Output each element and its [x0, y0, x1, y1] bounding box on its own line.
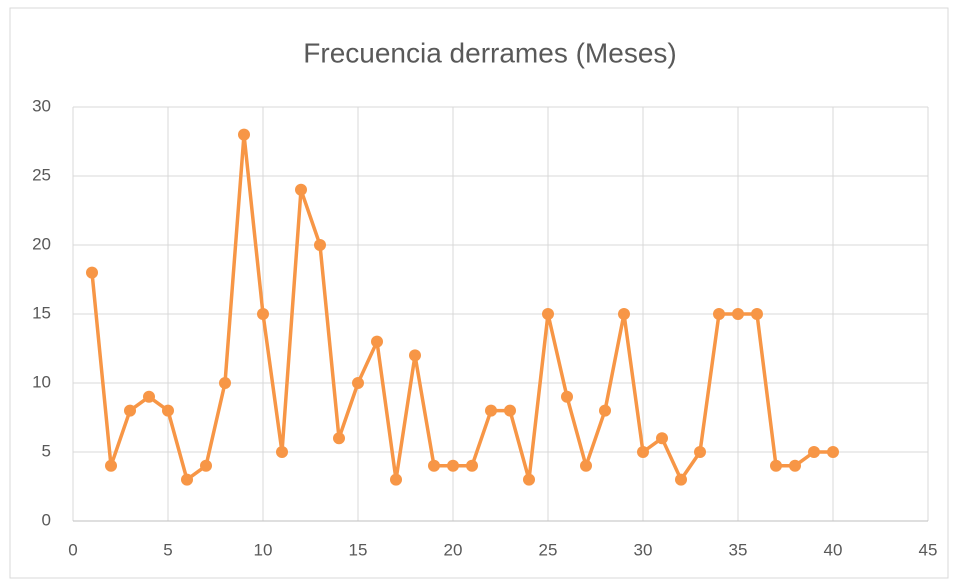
- data-point: [409, 349, 421, 362]
- data-point: [219, 377, 231, 389]
- data-line: [90, 132, 833, 482]
- data-point: [580, 459, 592, 472]
- chart-title: Frecuencia derrames (Meses): [303, 37, 676, 68]
- data-point: [599, 404, 611, 417]
- data-point: [86, 266, 98, 279]
- y-tick-label: 25: [32, 165, 51, 184]
- chart-border: [9, 7, 949, 579]
- data-point: [485, 404, 497, 417]
- x-tick-label: 5: [163, 540, 172, 559]
- data-point: [561, 390, 573, 403]
- data-point: [238, 128, 250, 141]
- data-point: [371, 335, 383, 348]
- data-point: [447, 459, 459, 472]
- data-point: [523, 473, 535, 486]
- x-tick-label: 0: [68, 540, 77, 559]
- data-point: [105, 459, 117, 472]
- data-point: [466, 459, 478, 472]
- data-point: [295, 183, 307, 196]
- data-point: [352, 377, 364, 389]
- data-point: [770, 459, 782, 472]
- x-tick-label: 40: [824, 540, 843, 559]
- data-point: [162, 404, 174, 417]
- y-tick-label: 20: [32, 234, 51, 253]
- y-tick-label: 30: [32, 96, 51, 115]
- data-point: [542, 308, 554, 320]
- data-point: [124, 404, 136, 417]
- x-tick-label: 35: [729, 540, 748, 559]
- data-point: [827, 446, 839, 458]
- data-point: [143, 390, 155, 403]
- data-point: [428, 459, 440, 472]
- data-point: [732, 308, 744, 320]
- x-tick-label: 30: [634, 540, 653, 559]
- x-tick-label: 45: [919, 540, 938, 559]
- data-point: [200, 459, 212, 472]
- data-point: [751, 308, 763, 320]
- x-tick-label: 25: [539, 540, 558, 559]
- data-point: [656, 432, 668, 445]
- data-point: [713, 308, 725, 320]
- data-point: [276, 446, 288, 458]
- data-point: [789, 459, 801, 472]
- data-point: [333, 432, 345, 445]
- data-point: [808, 446, 820, 458]
- data-point: [504, 404, 516, 417]
- x-tick-label: 10: [254, 540, 273, 559]
- y-tick-label: 15: [32, 303, 51, 322]
- data-point: [694, 446, 706, 458]
- data-point: [618, 308, 630, 320]
- data-point: [390, 473, 402, 486]
- y-tick-label: 5: [42, 441, 51, 460]
- x-tick-label: 20: [444, 540, 463, 559]
- x-tick-label: 15: [349, 540, 368, 559]
- y-tick-label: 0: [42, 510, 51, 529]
- data-point: [181, 473, 193, 486]
- data-point: [675, 473, 687, 486]
- data-point: [314, 239, 326, 251]
- y-tick-label: 10: [32, 372, 51, 391]
- data-point: [637, 446, 649, 458]
- data-point: [257, 308, 269, 320]
